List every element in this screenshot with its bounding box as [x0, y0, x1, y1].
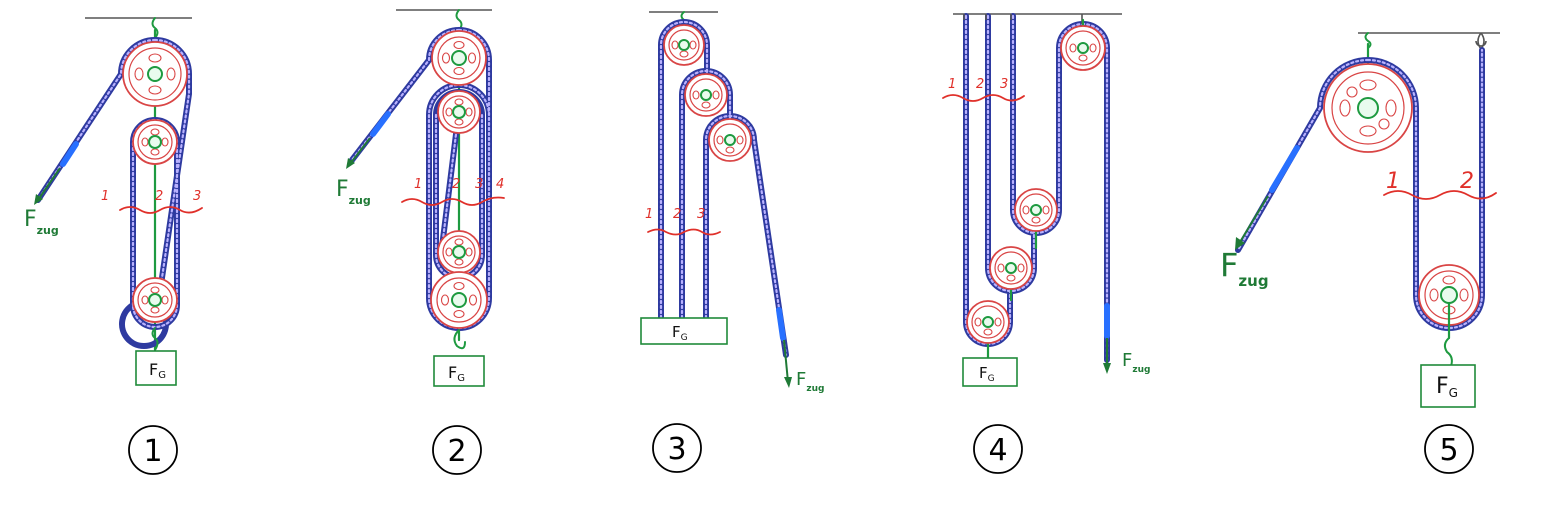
ceiling-pins	[963, 14, 1083, 24]
cut-line	[942, 94, 1025, 102]
pulley-3	[708, 118, 752, 162]
pulley-top	[1060, 25, 1106, 71]
load-hook	[453, 329, 466, 350]
load-box	[433, 355, 485, 387]
rope-label-4: 4	[496, 177, 504, 192]
diagram-2: FG Fzug 1 2 3 4 2	[336, 9, 505, 475]
force-label: Fzug	[336, 177, 371, 207]
rope-grip	[370, 111, 391, 137]
pulley-bottom	[132, 277, 178, 323]
ceiling-hook	[151, 17, 159, 39]
pulley-middle	[132, 119, 178, 165]
cut-line	[401, 196, 505, 206]
diagram-number-circle	[1424, 424, 1474, 474]
load-label: FG	[149, 360, 166, 381]
rope-label-2: 2	[673, 207, 681, 222]
rope-label-3: 3	[697, 207, 705, 222]
pulley-2	[684, 73, 728, 117]
diagram-number: 1	[143, 434, 162, 469]
diagram-1: FG Fzug 1 2 3 1	[24, 17, 203, 475]
rope-weave	[1236, 48, 1484, 330]
rope-label-1: 1	[645, 207, 653, 222]
ceiling-eyelet	[1475, 32, 1487, 51]
cut-line	[119, 206, 203, 214]
force-label: Fzug	[24, 207, 59, 237]
load-hook	[1443, 337, 1453, 367]
force-arrowhead	[1103, 363, 1111, 374]
diagram-number-circle	[432, 425, 482, 475]
force-arrow	[783, 339, 789, 383]
rope-weave	[659, 20, 788, 357]
pulley-1	[663, 24, 705, 66]
ceiling-hook	[1364, 32, 1372, 49]
diagram-number-circle	[973, 424, 1023, 474]
rope	[658, 19, 789, 358]
diagram-number: 5	[1439, 433, 1458, 468]
load-box	[640, 317, 728, 345]
load-box	[1420, 364, 1476, 408]
rope-label-1: 1	[101, 189, 109, 204]
diagram-number-circle	[652, 423, 702, 473]
pulley-3	[989, 246, 1033, 290]
pulley-top	[122, 41, 188, 107]
force-arrowhead	[1235, 237, 1245, 250]
rope-grip	[60, 141, 79, 167]
rope-label-1: 1	[948, 77, 956, 92]
rope-label-2: 2	[155, 189, 163, 204]
rope-label-2: 2	[452, 177, 460, 192]
load-label: FG	[448, 363, 465, 384]
pulley-2	[1014, 188, 1058, 232]
load-box	[135, 350, 177, 386]
force-arrow	[349, 137, 371, 165]
rope-grip	[1269, 145, 1300, 193]
force-label: Fzug	[1122, 350, 1150, 375]
force-arrow	[1239, 195, 1269, 243]
force-label: Fzug	[796, 369, 824, 394]
diagram-3: FG Fzug 1 2 3 3	[640, 11, 824, 473]
load-box	[962, 357, 1018, 387]
rope-label-3: 3	[193, 189, 201, 204]
diagram-number-circle	[128, 425, 178, 475]
diagram-5: FG Fzug 1 2 5	[1220, 32, 1500, 474]
load-label: FG	[672, 323, 688, 343]
cut-line	[647, 228, 721, 236]
rope-label-3: 3	[1000, 77, 1008, 92]
diagram-number: 2	[447, 434, 466, 469]
load-hook	[151, 327, 159, 351]
rope-label-2: 2	[1460, 169, 1474, 194]
force-label: Fzug	[1220, 246, 1269, 290]
rope-label-2: 2	[976, 77, 984, 92]
force-arrow	[37, 167, 61, 201]
ceiling-hook	[455, 9, 463, 31]
load-label: FG	[1436, 374, 1458, 400]
force-arrowhead	[346, 158, 355, 169]
load-label: FG	[979, 364, 995, 384]
pulley-upper-middle	[437, 90, 481, 134]
rope-grip	[776, 307, 786, 341]
rope-label-3: 3	[475, 177, 483, 192]
pulley-lower-middle	[437, 230, 481, 274]
pulley-top	[431, 30, 487, 86]
rope-label-1: 1	[1386, 169, 1400, 194]
diagram-number: 4	[988, 433, 1007, 468]
force-arrowhead	[34, 194, 43, 205]
diagram-number: 3	[667, 432, 686, 467]
diagram-4: FG Fzug 1 2 3 4	[942, 13, 1150, 474]
rope-label-1: 1	[414, 177, 422, 192]
cut-line	[1383, 190, 1497, 200]
pulley-bottom	[430, 271, 488, 329]
pulley-4	[966, 300, 1010, 344]
pulley-top	[1323, 63, 1413, 153]
force-arrowhead	[784, 377, 792, 388]
